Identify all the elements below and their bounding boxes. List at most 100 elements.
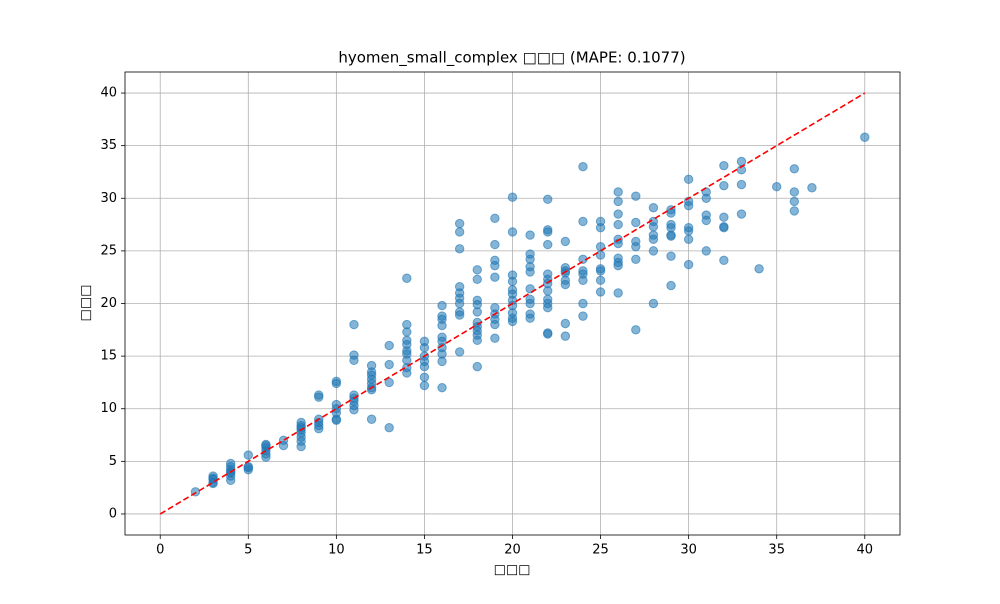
scatter-point (296, 422, 306, 433)
scatter-point (595, 287, 606, 297)
scatter-point (349, 355, 359, 366)
scatter-point (595, 223, 606, 233)
scatter-point (701, 246, 711, 256)
x-tick-label: 0 (156, 543, 164, 558)
scatter-point (243, 450, 253, 460)
scatter-point (613, 209, 623, 219)
scatter-point (454, 298, 465, 309)
scatter-point (754, 264, 764, 274)
scatter-point (454, 218, 465, 229)
scatter-point (366, 360, 377, 371)
scatter-point (261, 440, 271, 451)
scatter-point (631, 325, 641, 335)
scatter-point (507, 227, 518, 237)
scatter-point (437, 356, 447, 367)
plot-frame (124, 71, 901, 536)
scatter-point (525, 230, 535, 240)
scatter-point (472, 307, 482, 317)
scatter-point (525, 298, 535, 309)
y-tick-label: 5 (109, 454, 117, 469)
x-tick-label: 5 (244, 543, 252, 558)
scatter-point (666, 280, 676, 291)
scatter-point (719, 180, 729, 191)
scatter-point (683, 259, 694, 270)
scatter-point (666, 251, 676, 261)
scatter-point (490, 319, 500, 330)
scatter-point (613, 260, 623, 271)
scatter-point (789, 206, 800, 216)
scatter-point (454, 310, 465, 320)
scatter-point (543, 227, 553, 237)
scatter-point (595, 275, 606, 286)
scatter-point (860, 132, 870, 142)
scatter-point (578, 216, 588, 227)
scatter-point (613, 187, 623, 197)
scatter-point (683, 234, 694, 245)
scatter-point (384, 422, 394, 433)
y-tick-label: 20 (100, 296, 117, 311)
scatter-point (349, 405, 359, 415)
y-axis-label: □□□ (79, 285, 94, 322)
scatter-point (243, 462, 253, 473)
scatter-point (490, 260, 500, 271)
scatter-point (807, 183, 817, 193)
scatter-point (437, 320, 447, 331)
scatter-point (419, 342, 430, 353)
scatter-point (472, 265, 482, 275)
scatter-point (683, 226, 694, 236)
x-axis-label: □□□ (494, 563, 531, 578)
scatter-point (683, 200, 694, 211)
scatter-point (331, 378, 342, 389)
scatter-point (278, 435, 289, 445)
scatter-point (472, 361, 482, 372)
scatter-point (613, 288, 623, 298)
scatter-point (454, 244, 465, 254)
scatter-point (648, 234, 659, 245)
scatter-point (507, 276, 518, 287)
scatter-point (789, 187, 800, 197)
scatter-point (331, 415, 342, 426)
scatter-point (666, 208, 676, 218)
scatter-point (719, 160, 729, 171)
y-tick-label: 10 (100, 401, 117, 416)
scatter-point (578, 311, 588, 321)
scatter-point (507, 192, 518, 202)
x-tick-label: 25 (592, 543, 609, 558)
scatter-point (314, 392, 324, 402)
scatter-point (666, 231, 676, 241)
scatter-point (296, 441, 306, 452)
y-tick-label: 35 (100, 138, 117, 153)
scatter-point (631, 254, 641, 265)
x-tick-label: 20 (504, 543, 521, 558)
y-tick-label: 0 (109, 506, 117, 521)
scatter-point (437, 300, 447, 311)
scatter-point (631, 191, 641, 201)
scatter-point (543, 286, 553, 296)
scatter-point (490, 239, 500, 250)
scatter-point (543, 239, 553, 250)
scatter-point (419, 372, 430, 382)
scatter-point (719, 255, 729, 266)
x-tick-label: 15 (416, 543, 433, 558)
scatter-point (595, 250, 606, 260)
scatter-point (507, 316, 518, 327)
scatter-point (560, 331, 571, 341)
scatter-point (701, 193, 711, 203)
y-tick-label: 30 (100, 191, 117, 206)
y-tick-label: 15 (100, 349, 117, 364)
scatter-point (789, 164, 800, 174)
scatter-point (543, 194, 553, 205)
scatter-point (648, 246, 659, 256)
x-tick-label: 30 (680, 543, 697, 558)
scatter-point (454, 347, 465, 357)
scatter-point (402, 327, 412, 337)
scatter-point (543, 303, 553, 313)
x-tick-label: 35 (768, 543, 785, 558)
scatter-point (402, 273, 412, 283)
scatter-point (543, 329, 553, 339)
scatter-point (578, 162, 588, 172)
scatter-point (402, 368, 412, 378)
scatter-point (648, 221, 659, 232)
